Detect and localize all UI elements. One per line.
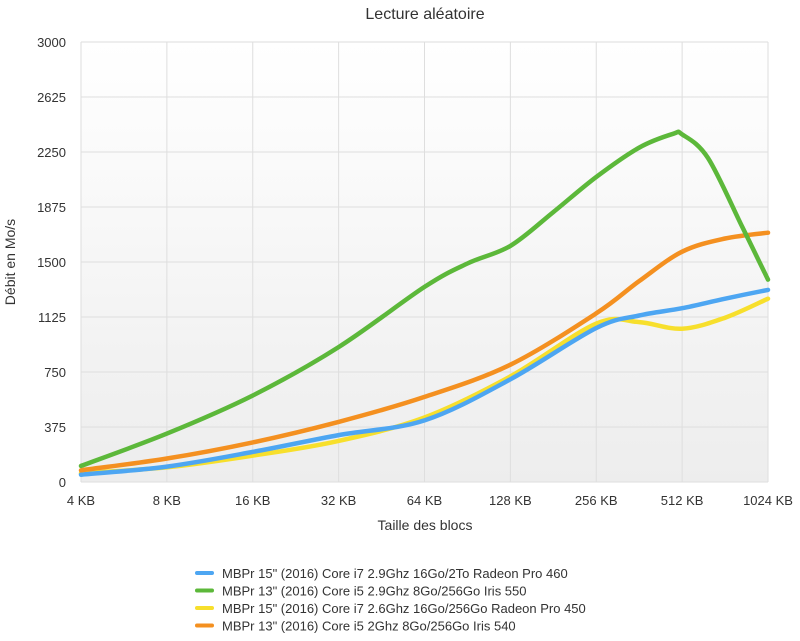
y-tick-label: 750 <box>44 365 66 380</box>
x-tick-label: 512 KB <box>661 493 704 508</box>
legend-label: MBPr 15" (2016) Core i7 2.6Ghz 16Go/256G… <box>222 601 586 616</box>
x-tick-label: 1024 KB <box>743 493 793 508</box>
y-tick-label: 1875 <box>37 200 66 215</box>
legend-label: MBPr 13" (2016) Core i5 2Ghz 8Go/256Go I… <box>222 619 516 634</box>
y-tick-labels: 0 375 750 1125 1500 1875 2250 2625 3000 <box>37 35 66 490</box>
x-tick-label: 4 KB <box>67 493 95 508</box>
y-axis-label: Débit en Mo/s <box>2 219 18 305</box>
legend: MBPr 15" (2016) Core i7 2.9Ghz 16Go/2To … <box>195 566 586 634</box>
x-tick-label: 256 KB <box>575 493 618 508</box>
x-tick-label: 16 KB <box>235 493 270 508</box>
y-tick-label: 2625 <box>37 90 66 105</box>
x-tick-labels: 4 KB 8 KB 16 KB 32 KB 64 KB 128 KB 256 KB 512 K… <box>67 493 793 508</box>
y-tick-label: 2250 <box>37 145 66 160</box>
chart-title: Lecture aléatoire <box>365 6 484 23</box>
legend-label: MBPr 15" (2016) Core i7 2.9Ghz 16Go/2To … <box>222 566 568 581</box>
x-tick-label: 8 KB <box>153 493 181 508</box>
x-tick-label: 32 KB <box>321 493 356 508</box>
y-tick-label: 1125 <box>38 310 66 325</box>
series-lines <box>78 129 771 477</box>
x-tick-label: 64 KB <box>407 493 442 508</box>
x-axis-label: Taille des blocs <box>378 517 473 533</box>
x-tick-label: 128 KB <box>489 493 532 508</box>
series-line-4 <box>78 230 771 473</box>
series-line-3 <box>78 296 771 476</box>
series-line-1 <box>78 287 771 477</box>
y-tick-label: 0 <box>59 475 66 490</box>
y-tick-label: 3000 <box>37 35 66 50</box>
series-line-2 <box>78 129 771 469</box>
y-tick-label: 375 <box>44 420 66 435</box>
y-tick-label: 1500 <box>37 255 66 270</box>
legend-label: MBPr 13" (2016) Core i5 2.9Ghz 8Go/256Go… <box>222 584 527 599</box>
grid-lines <box>80 41 769 483</box>
